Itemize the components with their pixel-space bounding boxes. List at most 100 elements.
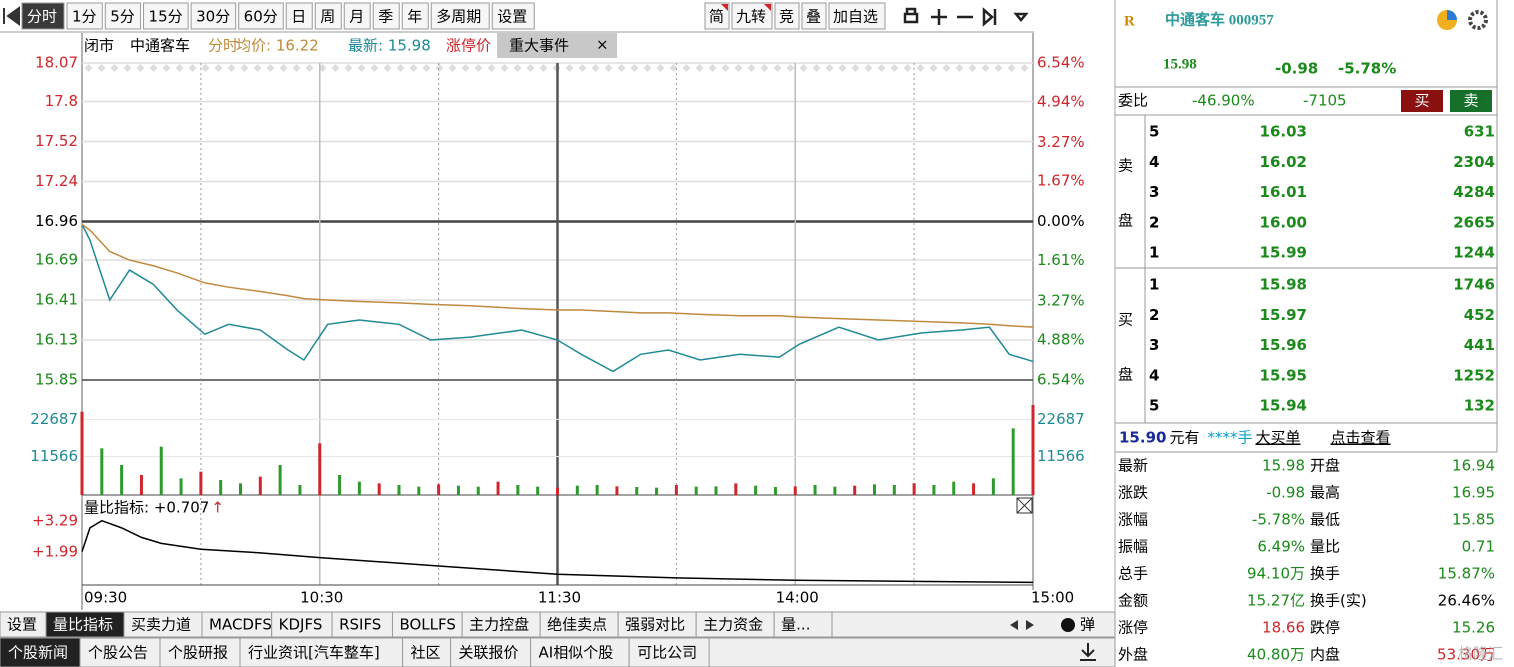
y2-tick-label: 6.54% [1037, 54, 1085, 72]
first-icon[interactable] [3, 6, 20, 26]
x-tick-label: 15:00 [1031, 589, 1074, 607]
period-button[interactable] [190, 2, 237, 30]
period-button[interactable] [104, 2, 142, 30]
indicator-tab[interactable] [391, 611, 463, 638]
indicator-close-icon[interactable] [1016, 497, 1033, 514]
stat-label: 振幅 [1118, 538, 1148, 556]
level-price: 16.02 [1260, 153, 1307, 171]
news-tab[interactable] [159, 637, 241, 667]
stat-value: 26.46% [1438, 592, 1495, 610]
watermark: 格隆汇 [1458, 645, 1503, 663]
y2-tick-label: 3.27% [1037, 291, 1085, 309]
settings-icon[interactable] [1468, 10, 1488, 30]
buy-button[interactable] [1401, 90, 1443, 112]
big-order-text: 15.90 [1119, 429, 1166, 447]
period-label: 1分 [72, 8, 97, 26]
level: 4 [1149, 153, 1159, 171]
menu-icon[interactable] [1013, 12, 1029, 22]
stat-label: 跌停 [1310, 619, 1340, 637]
stat-label: 内盘 [1310, 646, 1340, 664]
period-button[interactable] [66, 2, 103, 30]
period-button[interactable] [343, 2, 371, 30]
level: 3 [1149, 336, 1159, 354]
toggle-dot[interactable] [1061, 618, 1075, 632]
period-button[interactable] [314, 2, 342, 30]
news-tab[interactable] [239, 637, 404, 667]
news-tab[interactable] [450, 637, 532, 667]
header-limit: 涨停价 [446, 37, 491, 55]
indicator-tab[interactable] [695, 611, 775, 638]
tool-button[interactable] [774, 2, 800, 30]
period-label: 15分 [149, 8, 183, 26]
period-button[interactable] [430, 2, 490, 30]
indicator-tab-label: MACDFS [209, 616, 272, 634]
level-volume: 631 [1464, 123, 1495, 141]
x-tick-label: 11:30 [538, 589, 581, 607]
badge: R [1124, 13, 1135, 29]
stat-label: 换手 [1310, 565, 1340, 583]
volume-bar [139, 475, 143, 495]
y2-tick-label: 1.61% [1037, 251, 1085, 269]
indicator-tab[interactable] [123, 611, 203, 638]
news-tab[interactable] [0, 637, 81, 667]
volume-bar [556, 487, 559, 495]
period-button[interactable] [21, 2, 65, 30]
volume-bar [239, 483, 242, 495]
y2-tick-label: 6.54% [1037, 371, 1085, 389]
news-tab[interactable] [530, 637, 630, 667]
scroll-icons[interactable] [1010, 620, 1034, 630]
download-icon[interactable] [1080, 643, 1096, 661]
indicator-tab[interactable] [45, 611, 125, 638]
period-button[interactable] [372, 2, 400, 30]
event-tab[interactable] [497, 33, 617, 58]
period-label: 60分 [244, 8, 278, 26]
period-button[interactable] [401, 2, 429, 30]
level: 5 [1149, 397, 1159, 415]
level-volume: 452 [1464, 306, 1495, 324]
volume-bar [655, 487, 659, 495]
y-tick-label: 16.96 [35, 212, 78, 230]
indicator-tab[interactable] [201, 611, 273, 638]
volume-bar [357, 481, 361, 495]
indicator-arrow: ↑ [211, 499, 224, 517]
x-tick-label: 10:30 [300, 589, 343, 607]
level: 3 [1149, 183, 1159, 201]
tool-button[interactable] [731, 2, 773, 30]
indicator-tab[interactable] [331, 611, 393, 638]
stat-value: 94.10万 [1247, 565, 1305, 583]
news-tab[interactable] [628, 637, 710, 667]
indicator-tab[interactable] [461, 611, 541, 638]
level-volume: 132 [1464, 397, 1495, 415]
period-button[interactable] [491, 2, 535, 30]
price-line [81, 224, 1034, 373]
level-volume: 2665 [1453, 213, 1495, 231]
lock-icon[interactable] [903, 7, 919, 24]
period-button[interactable] [238, 2, 284, 30]
stat-label: 开盘 [1310, 457, 1340, 475]
tool-label: 加自选 [833, 8, 878, 26]
news-tab[interactable] [402, 637, 452, 667]
ratio-label: 委比 [1118, 92, 1148, 110]
indicator-tab[interactable] [539, 611, 619, 638]
news-tab-label: AI相似个股 [539, 644, 614, 662]
zoom-in-icon[interactable] [931, 9, 947, 25]
y-tick-label: 17.8 [45, 92, 78, 110]
volume-bar [437, 484, 441, 495]
level-price: 16.00 [1260, 213, 1307, 231]
indicator-tab[interactable] [0, 611, 47, 638]
tool-button[interactable] [828, 2, 886, 30]
indicator-tab[interactable] [773, 611, 833, 638]
stat-value: 18.66 [1262, 619, 1305, 637]
level: 1 [1149, 276, 1159, 294]
price-line [81, 223, 1034, 328]
period-button[interactable] [143, 2, 189, 30]
tool-button[interactable] [801, 2, 827, 30]
big-order-text[interactable]: 点击查看 [1331, 429, 1391, 447]
period-button[interactable] [285, 2, 313, 30]
event-close[interactable]: × [596, 36, 609, 54]
level-price: 15.96 [1260, 336, 1307, 354]
sell-button[interactable] [1450, 90, 1492, 112]
end-icon[interactable] [982, 7, 997, 27]
flag [721, 4, 728, 11]
news-tab-label: 可比公司 [637, 644, 697, 662]
